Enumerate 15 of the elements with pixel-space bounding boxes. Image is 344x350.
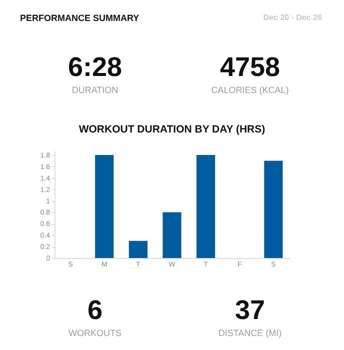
bar — [196, 155, 216, 258]
text: 4758 — [220, 52, 280, 82]
bar — [95, 155, 114, 258]
chart-title: WORKOUT DURATION BY DAY (HRS) — [78, 124, 266, 136]
text: 6:28 — [68, 52, 122, 82]
text: WORKOUTS — [68, 328, 122, 338]
text: PERFORMANCE SUMMARY — [20, 13, 140, 23]
bar — [162, 212, 182, 258]
text: DURATION — [72, 85, 118, 95]
bar — [128, 240, 148, 258]
text: CALORIES (KCAL) — [211, 85, 289, 95]
bar — [264, 160, 283, 258]
text: DISTANCE (MI) — [218, 328, 282, 338]
text: 6 — [87, 295, 103, 325]
text: 37 — [234, 295, 266, 325]
